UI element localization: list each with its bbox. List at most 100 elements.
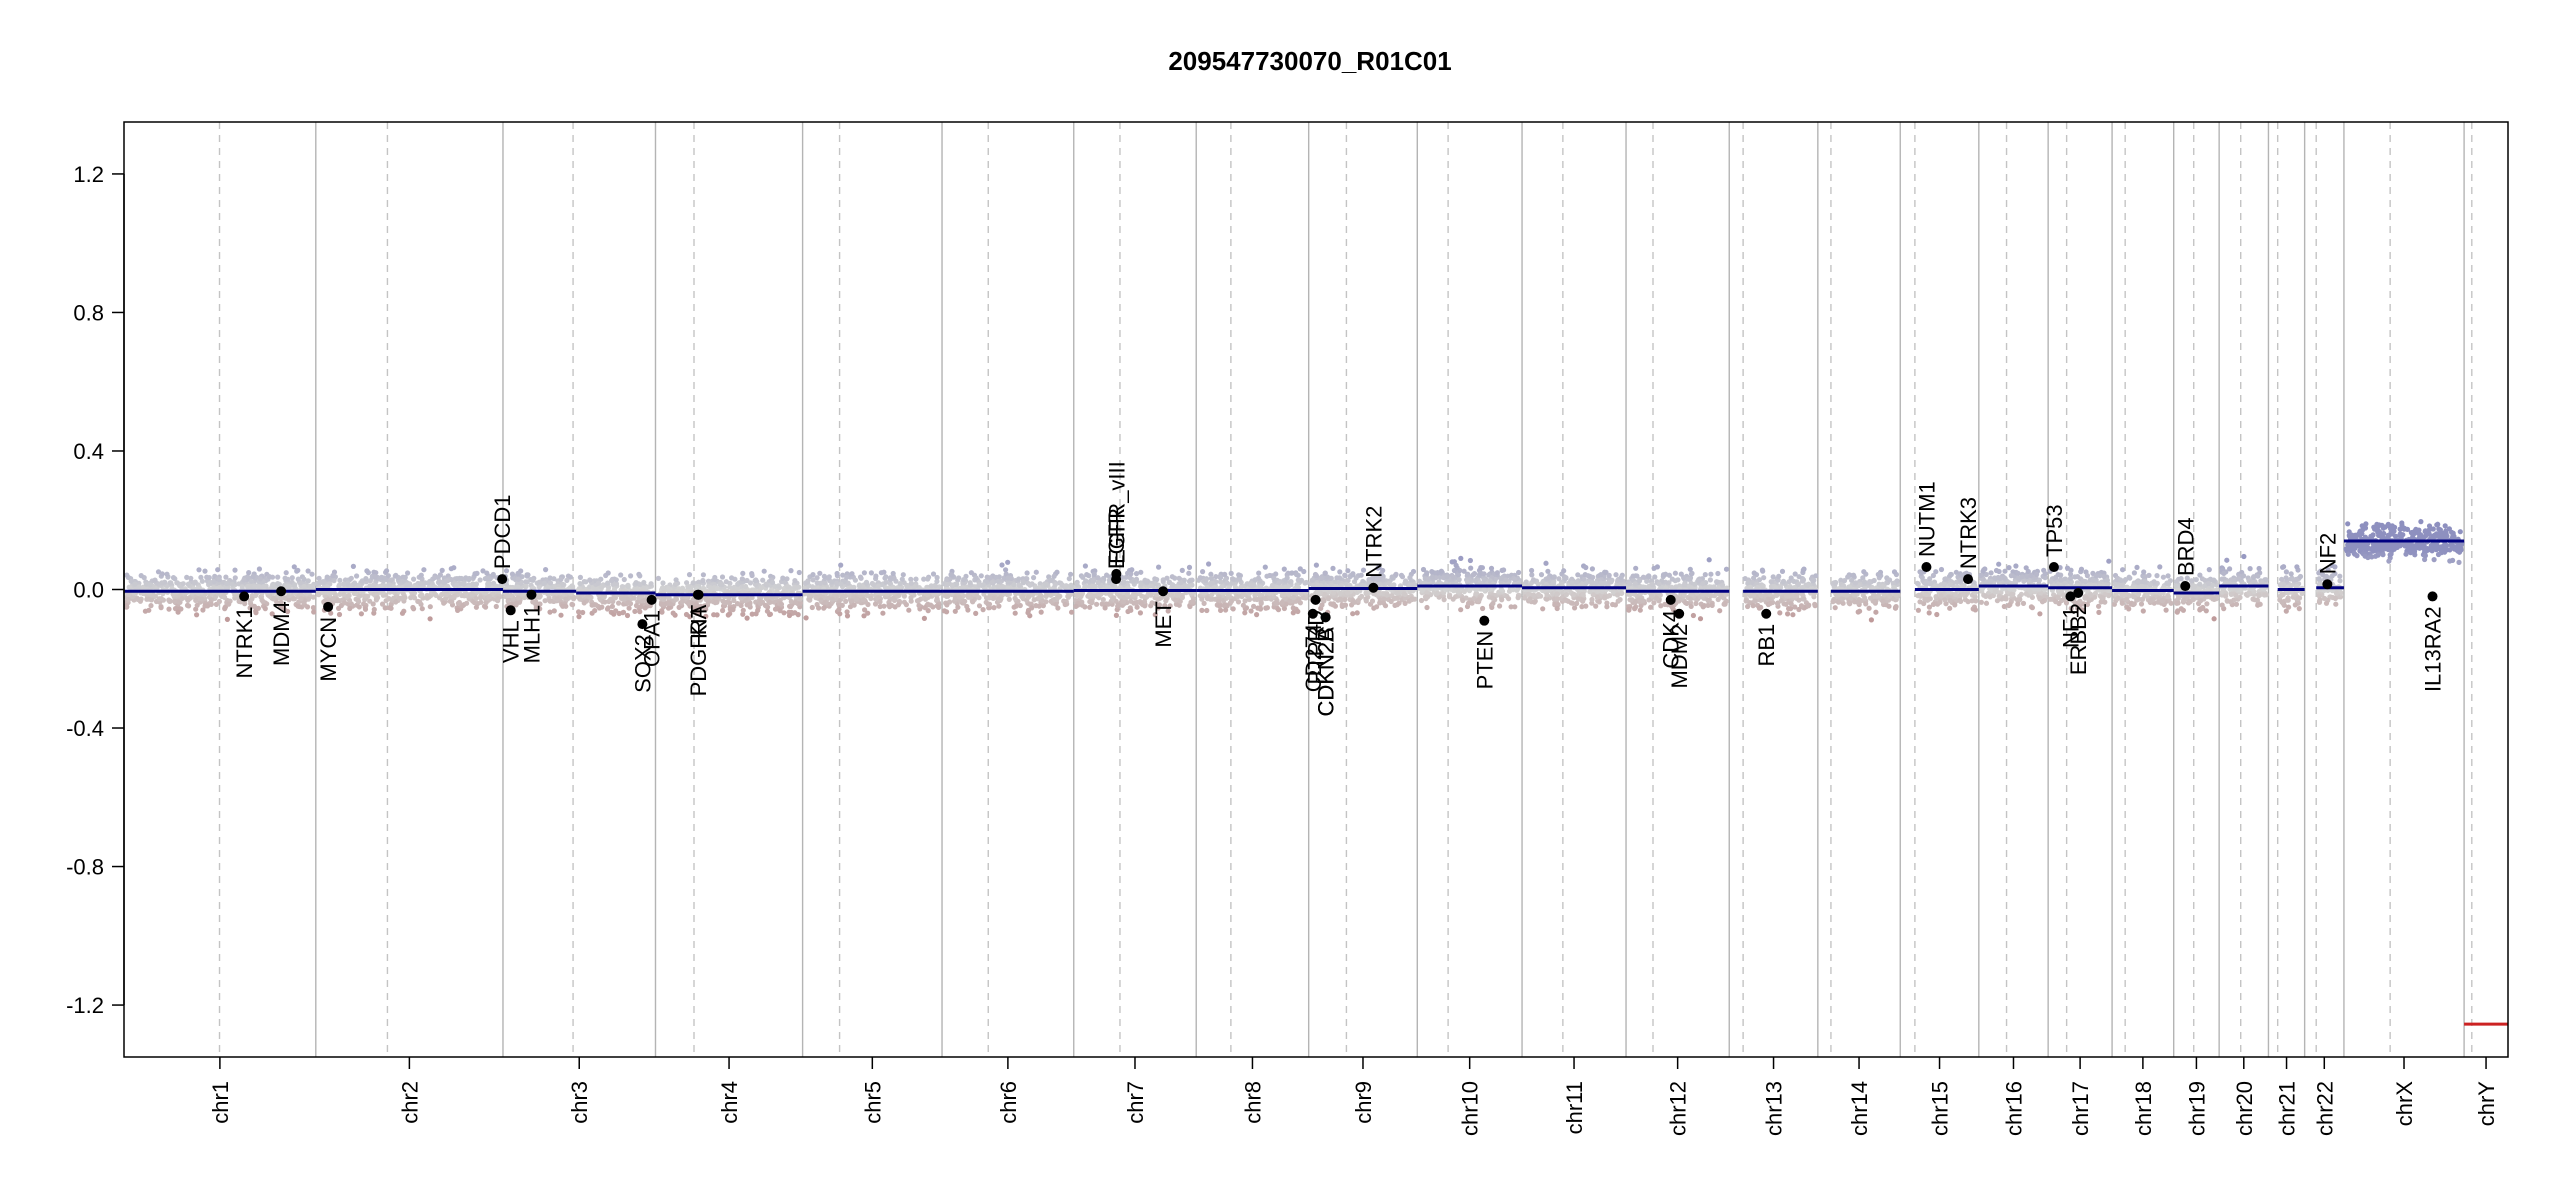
probe-point-cluster [2333,590,2340,596]
probe-point-cluster [673,577,679,583]
probe-point-cluster [1629,597,1712,603]
probe-point-cluster [1648,595,1701,602]
probe-point-cluster [2337,578,2343,584]
probe-point-cluster [2090,577,2110,583]
gene-point-MYCN [323,601,334,612]
probe-point-cluster [1455,589,1461,595]
probe-point-cluster [769,579,776,585]
probe-point-cluster [1197,575,1203,581]
probe-point-cluster [1717,608,1723,614]
gene-label-MDM4: MDM4 [269,601,294,666]
probe-point-cluster [2206,567,2212,573]
x-tick-label-chr8: chr8 [1240,1081,1265,1124]
x-tick-label-chr19: chr19 [2184,1081,2209,1136]
probe-point-cluster [2227,586,2256,593]
probe-point-cluster [1240,590,1304,597]
probe-point-cluster [817,570,823,576]
probe-point-cluster [1796,606,1802,613]
probe-point-cluster [1164,575,1182,581]
gene-point-ERBB2 [2073,587,2084,598]
gene-point-PDCD1 [497,574,508,585]
probe-point-cluster [2006,602,2012,609]
probe-point-cluster [439,567,445,573]
probe-point-cluster [1596,599,1602,605]
probe-point-cluster [2147,582,2153,588]
probe-point-cluster [1109,596,1116,602]
probe-point-cluster [995,583,1006,590]
probe-point-cluster [2198,598,2204,604]
probe-point-cluster [537,593,543,599]
probe-point-cluster [1846,599,1852,606]
probe-point-cluster [1429,576,1470,583]
probe-point-cluster [503,568,510,574]
probe-point-cluster [2101,573,2107,580]
probe-point-cluster [1330,592,1354,598]
probe-point-cluster [1179,567,1185,574]
probe-point-cluster [684,580,742,586]
probe-point-cluster [1090,578,1151,584]
probe-point-cluster [1978,599,1984,605]
probe-point-cluster [1751,570,1757,576]
probe-point-cluster [153,580,306,586]
gene-point-MDM4 [276,586,287,597]
probe-point-cluster [204,574,281,580]
probe-point-cluster [2037,595,2043,601]
probe-point-cluster [2221,576,2242,582]
probe-point-cluster [1080,574,1086,580]
probe-point-cluster [686,571,707,578]
probe-point-cluster [683,611,801,618]
gene-label-CDKN2A: CDKN2A [1314,627,1339,717]
probe-point-cluster [1203,577,1209,584]
y-tick-label: 1.2 [73,162,104,187]
probe-point-cluster [1317,590,1401,596]
probe-point-cluster [382,605,388,611]
probe-point-cluster [1590,574,1596,580]
probe-point-cluster [747,580,754,586]
probe-point-cluster [837,611,843,617]
probe-point-cluster [1054,569,1060,575]
probe-point-cluster [1633,598,1687,604]
probe-point-cluster [1649,581,1655,587]
probe-point-cluster [1579,604,1610,610]
probe-point-cluster [547,580,554,586]
probe-point-cluster [342,600,470,606]
probe-point-cluster [533,605,539,611]
probe-point-cluster [451,565,457,571]
probe-point-cluster [665,593,799,600]
probe-point-cluster [1206,594,1306,601]
probe-point-cluster [984,574,990,580]
probe-point-cluster [838,562,844,568]
probe-point-cluster [1779,568,1786,575]
probe-point-cluster [1761,575,1767,581]
probe-point-cluster [1185,583,1191,589]
gene-label-NF2: NF2 [2315,533,2340,575]
probe-point-cluster [133,584,315,590]
probe-point-cluster [1490,600,1496,607]
probe-point-cluster [1429,574,1450,580]
probe-point-cluster [1640,574,1647,580]
probe-point-cluster [613,608,619,614]
probe-point-cluster [1095,575,1133,581]
probe-point-cluster [829,596,860,602]
probe-point-cluster [1941,581,1954,588]
probe-point-cluster [2197,572,2203,578]
probe-point-cluster [1013,597,1057,603]
probe-point-cluster [247,605,253,611]
probe-point-cluster [1850,572,1857,578]
probe-point-cluster [251,603,257,609]
probe-point-cluster [1257,605,1270,611]
probe-point-cluster [660,603,803,610]
probe-point-cluster [1186,570,1192,576]
probe-point-cluster [954,581,960,587]
probe-point-cluster [558,612,564,618]
probe-point-cluster [2279,592,2285,598]
probe-point-cluster [921,615,928,621]
probe-point-cluster [1199,568,1206,575]
probe-point-cluster [2023,565,2029,571]
probe-point-cluster [1355,597,1361,604]
probe-point-cluster [194,612,200,618]
probe-point-cluster [124,572,130,578]
y-tick-label: -0.8 [66,855,104,880]
probe-point-cluster [687,614,693,620]
